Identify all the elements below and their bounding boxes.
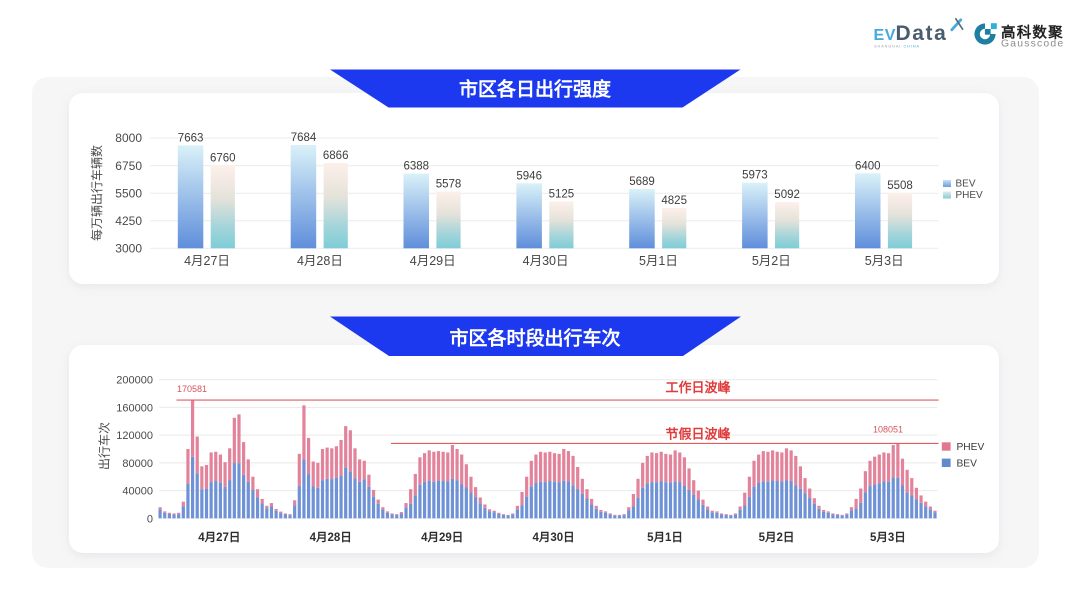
svg-text:3000: 3000 xyxy=(115,242,142,256)
svg-text:5689: 5689 xyxy=(629,176,655,188)
svg-text:5973: 5973 xyxy=(742,170,768,182)
svg-text:5946: 5946 xyxy=(516,170,542,182)
svg-text:6760: 6760 xyxy=(210,152,236,164)
svg-text:市区各时段出行车次: 市区各时段出行车次 xyxy=(449,327,620,350)
svg-text:高科数聚: 高科数聚 xyxy=(1001,23,1064,41)
svg-text:4月30日: 4月30日 xyxy=(533,531,575,544)
svg-text:4月27日: 4月27日 xyxy=(184,254,230,268)
svg-text:4月27日: 4月27日 xyxy=(198,531,240,544)
svg-text:7663: 7663 xyxy=(178,132,204,144)
svg-text:40000: 40000 xyxy=(122,486,153,498)
svg-text:Data: Data xyxy=(896,22,948,45)
svg-text:0: 0 xyxy=(147,513,153,525)
svg-text:5月3日: 5月3日 xyxy=(870,531,906,544)
svg-text:5月1日: 5月1日 xyxy=(647,531,683,544)
svg-text:108051: 108051 xyxy=(873,425,903,435)
svg-text:5月2日: 5月2日 xyxy=(752,254,791,268)
svg-text:80000: 80000 xyxy=(122,458,153,470)
svg-text:6388: 6388 xyxy=(404,161,430,173)
svg-text:120000: 120000 xyxy=(116,430,153,442)
svg-text:BEV: BEV xyxy=(956,179,976,190)
svg-text:5月1日: 5月1日 xyxy=(639,254,678,268)
svg-text:8000: 8000 xyxy=(115,131,142,145)
svg-text:5508: 5508 xyxy=(887,180,913,192)
svg-text:Gausscode: Gausscode xyxy=(1001,38,1064,49)
svg-text:每万辆出行车辆数: 每万辆出行车辆数 xyxy=(89,145,104,241)
svg-text:工作日波峰: 工作日波峰 xyxy=(665,380,731,395)
svg-text:4825: 4825 xyxy=(661,195,687,207)
svg-text:7684: 7684 xyxy=(291,132,317,144)
svg-text:5500: 5500 xyxy=(115,186,142,200)
svg-text:170581: 170581 xyxy=(177,384,207,394)
svg-text:节假日波峰: 节假日波峰 xyxy=(665,427,731,442)
svg-text:6400: 6400 xyxy=(855,160,881,172)
svg-text:PHEV: PHEV xyxy=(956,190,984,201)
svg-text:5092: 5092 xyxy=(774,189,800,201)
svg-text:出行车次: 出行车次 xyxy=(97,422,112,470)
svg-text:4月29日: 4月29日 xyxy=(421,531,463,544)
svg-text:5月2日: 5月2日 xyxy=(759,531,795,544)
svg-text:4月28日: 4月28日 xyxy=(310,531,352,544)
svg-text:PHEV: PHEV xyxy=(957,442,985,453)
svg-text:5月3日: 5月3日 xyxy=(865,254,904,268)
svg-text:SHANGHAI CHINA: SHANGHAI CHINA xyxy=(874,44,920,48)
svg-text:EV: EV xyxy=(874,27,897,44)
svg-text:6866: 6866 xyxy=(323,150,349,162)
svg-text:160000: 160000 xyxy=(116,402,153,414)
svg-text:200000: 200000 xyxy=(116,375,153,387)
svg-text:BEV: BEV xyxy=(957,458,978,469)
svg-text:5125: 5125 xyxy=(549,188,575,200)
svg-text:市区各日出行强度: 市区各日出行强度 xyxy=(459,78,612,101)
svg-text:5578: 5578 xyxy=(436,178,462,190)
svg-text:6750: 6750 xyxy=(115,159,142,173)
svg-text:4月29日: 4月29日 xyxy=(410,254,456,268)
svg-text:4250: 4250 xyxy=(115,214,142,228)
svg-text:4月28日: 4月28日 xyxy=(297,254,343,268)
svg-text:4月30日: 4月30日 xyxy=(523,254,569,268)
